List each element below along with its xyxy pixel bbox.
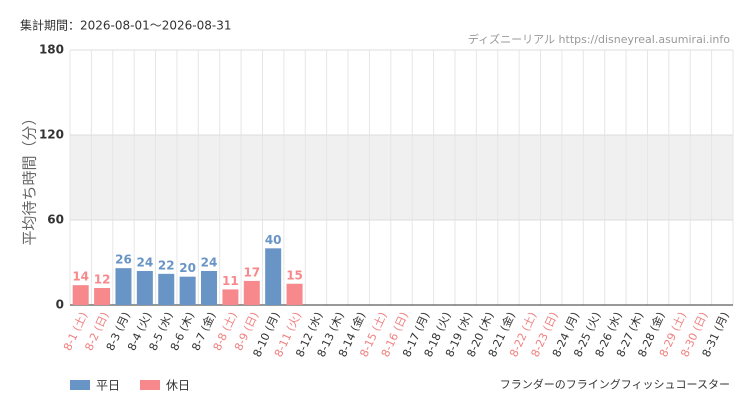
value-label: 24 <box>137 256 154 270</box>
y-tick-label: 180 <box>39 43 64 57</box>
legend-swatch <box>70 380 90 390</box>
value-label: 20 <box>179 261 196 275</box>
annotation: フランダーのフライングフィッシュコースター <box>500 377 730 391</box>
bar <box>158 273 175 305</box>
y-axis-label: 平均待ち時間（分） <box>21 110 39 245</box>
value-label: 40 <box>265 233 282 247</box>
bar <box>94 288 111 305</box>
y-tick-label: 60 <box>47 213 64 227</box>
bar <box>115 268 132 305</box>
value-label: 22 <box>158 258 175 272</box>
y-tick-label: 0 <box>56 298 64 312</box>
bar <box>179 276 196 305</box>
shaded-band <box>70 135 733 220</box>
period: 集計期間：2026-08-01〜2026-08-31 <box>20 18 231 33</box>
value-label: 26 <box>115 253 132 267</box>
value-label: 12 <box>94 273 111 287</box>
value-label: 15 <box>286 268 303 282</box>
value-label: 14 <box>72 270 89 284</box>
source: ディズニーリアル https://disneyreal.asumirai.inf… <box>468 32 730 46</box>
y-tick-label: 120 <box>39 128 64 142</box>
bar <box>243 280 260 305</box>
legend-label: 平日 <box>96 379 120 393</box>
value-label: 24 <box>201 256 218 270</box>
bar <box>265 248 282 305</box>
value-label: 17 <box>243 265 260 279</box>
bar <box>286 283 303 305</box>
bar <box>222 289 239 305</box>
bar <box>136 271 153 305</box>
bar <box>72 285 89 305</box>
bar <box>201 271 218 305</box>
legend-label: 休日 <box>166 379 190 393</box>
legend-swatch <box>140 380 160 390</box>
value-label: 11 <box>222 274 239 288</box>
